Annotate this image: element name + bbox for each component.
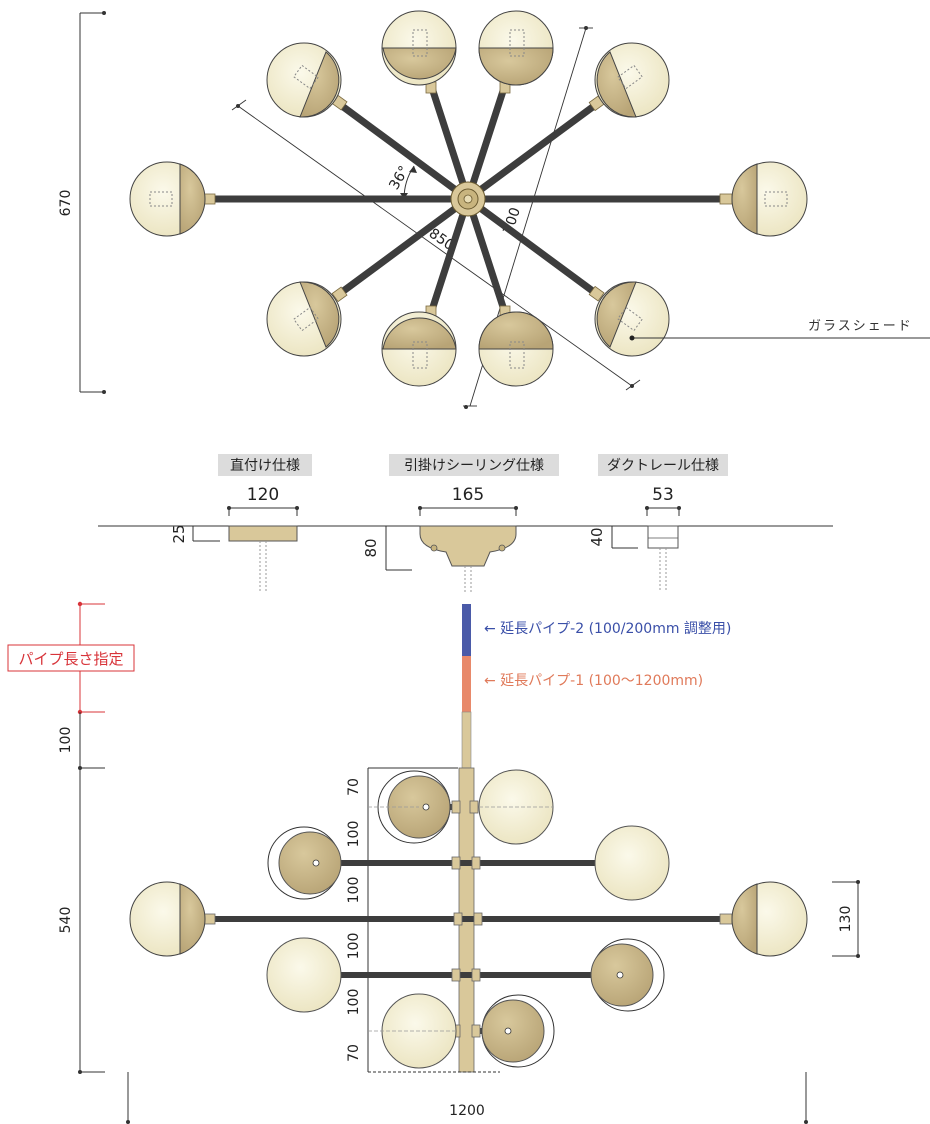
- side-shade-t4-left: [266, 937, 342, 1013]
- mount-direct-plate: [228, 525, 298, 542]
- angle-arrow: [409, 166, 417, 173]
- side-joints: [202, 800, 733, 1038]
- mount-ceiling-title-bg: [389, 454, 559, 476]
- top-shade-left: [129, 161, 206, 237]
- pipe-length-box: [7, 644, 135, 672]
- side-shade-t2-right: [594, 825, 670, 901]
- top-shade-bl: [381, 311, 457, 387]
- side-shade-t1-right: [478, 769, 554, 845]
- mount-direct-width: 120: [247, 485, 279, 505]
- dim-body-label: 540: [58, 907, 74, 934]
- pipe-length-label: パイプ長さ指定: [18, 650, 123, 668]
- top-shade-ur: [594, 42, 670, 118]
- mount-ceiling-title: 引掛けシーリング仕様: [404, 458, 544, 474]
- side-shade-t3-right: [731, 881, 808, 957]
- mount-ceiling-height: 80: [362, 538, 380, 557]
- mount-specs: 直付け仕様 引掛けシーリング仕様 ダクトレール仕様 120 25: [98, 454, 833, 592]
- mount-duct-height: 40: [588, 527, 606, 546]
- mount-duct-title-bg: [598, 454, 728, 476]
- pipe-extension-1-label: ← 延長パイプ-1 (100～1200mm): [484, 673, 703, 689]
- top-shade-ul: [266, 42, 342, 118]
- mount-direct-height: 25: [170, 524, 188, 543]
- pipe-extension-1: [462, 656, 471, 712]
- pipe-extension-2-label: ← 延長パイプ-2 (100/200mm 調整用): [484, 621, 731, 637]
- dim-36-label: 36°: [386, 163, 412, 193]
- dim-top-pipe-label: 100: [58, 727, 74, 754]
- dim-1200-label: 1200: [449, 1103, 485, 1119]
- top-hub: [450, 181, 486, 217]
- dim-1200: [127, 1072, 807, 1122]
- top-shade-lr: [594, 281, 670, 357]
- top-shade-br: [478, 311, 554, 387]
- mount-ceiling-width: 165: [452, 485, 484, 505]
- tier-label-2: 100: [346, 821, 362, 848]
- side-shade-t4-right: [590, 938, 665, 1012]
- top-shade-tr: [478, 10, 554, 86]
- top-shade-ll: [266, 281, 342, 357]
- mount-ceiling-canopy: [419, 525, 517, 567]
- dim-130-label: 130: [838, 906, 854, 933]
- top-shade-tl: [381, 10, 457, 86]
- pipe-extension-2: [462, 604, 471, 656]
- mount-direct-pipe: [259, 541, 267, 592]
- top-arms: [206, 84, 728, 314]
- mount-direct-title-bg: [218, 454, 312, 476]
- mount-duct-title: ダクトレール仕様: [607, 458, 719, 474]
- side-shade-t2-left: [267, 826, 342, 900]
- mount-ceiling-pipe: [464, 566, 472, 592]
- glass-callout: [629, 335, 930, 341]
- mount-direct-title: 直付け仕様: [230, 457, 300, 474]
- side-shade-t5-left: [368, 993, 457, 1069]
- tier-label-4: 100: [346, 933, 362, 960]
- dim-130: [832, 881, 859, 957]
- top-view: 670 850 700 36°: [58, 10, 930, 409]
- side-shade-t5-right: [481, 994, 555, 1068]
- dim-left-stack: [79, 712, 105, 1073]
- tier-label-3: 100: [346, 877, 362, 904]
- mount-duct-width: 53: [652, 485, 674, 505]
- mount-duct-pipe: [659, 548, 667, 592]
- tier-label-6: 70: [346, 1044, 362, 1062]
- dim-670-label: 670: [58, 190, 74, 217]
- top-shade-right: [731, 161, 808, 237]
- pipe-base: [461, 711, 472, 769]
- tier-label-5: 100: [346, 989, 362, 1016]
- side-view: パイプ長さ指定 100 540 ← 延長パイプ-2 (100/200mm 調整用…: [7, 601, 860, 1124]
- mount-duct-adapter: [647, 525, 679, 549]
- dim-670: [79, 12, 104, 393]
- glass-callout-label: ガラスシェード: [808, 319, 913, 334]
- side-shade-t3-left: [129, 881, 206, 957]
- tier-label-1: 70: [346, 778, 362, 796]
